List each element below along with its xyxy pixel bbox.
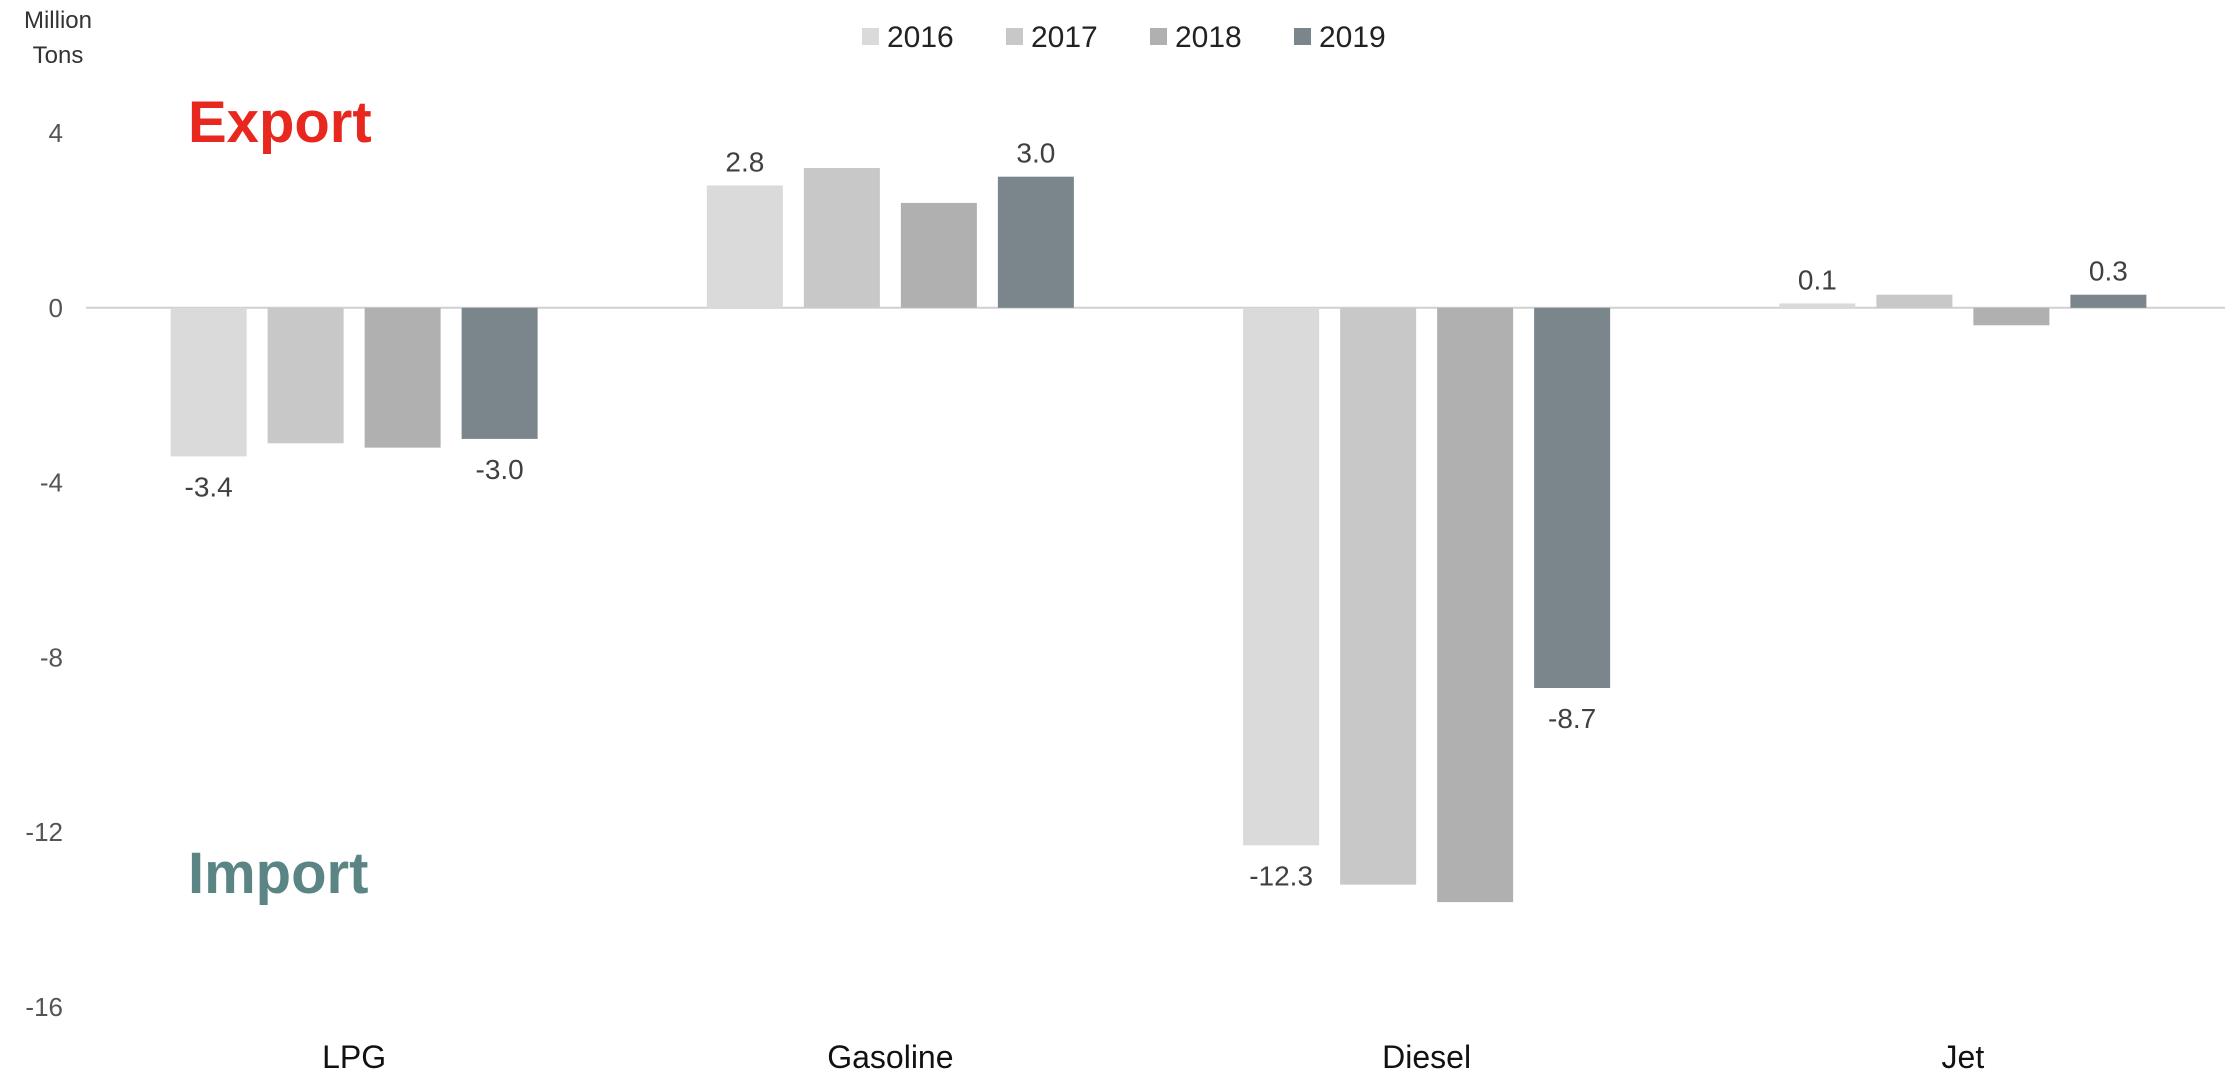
legend-swatch bbox=[1294, 28, 1311, 45]
category-labels: LPG Gasoline Diesel Jet bbox=[322, 1039, 1984, 1074]
category-label-lpg: LPG bbox=[322, 1039, 386, 1074]
data-label: -3.4 bbox=[185, 471, 233, 502]
legend-swatch bbox=[1150, 28, 1167, 45]
bar-2018-jet bbox=[1973, 307, 2050, 326]
y-tick-label: -8 bbox=[40, 642, 63, 672]
data-label: 2.8 bbox=[725, 146, 764, 177]
bar-2017-diesel bbox=[1340, 307, 1417, 885]
data-label: -12.3 bbox=[1249, 860, 1313, 891]
legend-label: 2017 bbox=[1031, 21, 1098, 54]
legend: 2016 2017 2018 2019 bbox=[862, 21, 1386, 54]
data-label: 0.1 bbox=[1798, 264, 1837, 295]
bar-2019-jet bbox=[2070, 294, 2147, 308]
data-labels: -3.4 -3.0 2.8 3.0 -12.3 -8.7 0.1 0.3 bbox=[185, 138, 2128, 892]
legend-item-2018: 2018 bbox=[1150, 21, 1242, 54]
legend-label: 2019 bbox=[1319, 21, 1386, 54]
data-label: -8.7 bbox=[1548, 703, 1596, 734]
legend-item-2019: 2019 bbox=[1294, 21, 1386, 54]
bar-2017-jet bbox=[1876, 294, 1953, 308]
bar-2018-gasoline bbox=[900, 202, 977, 308]
y-tick-label: -4 bbox=[40, 468, 63, 498]
bar-2019-diesel bbox=[1534, 307, 1611, 688]
category-label-diesel: Diesel bbox=[1382, 1039, 1471, 1074]
unit-label: Million Tons bbox=[24, 7, 92, 69]
data-label: -3.0 bbox=[476, 454, 524, 485]
bar-2019-gasoline bbox=[997, 176, 1074, 308]
data-label: 0.3 bbox=[2089, 256, 2128, 287]
legend-item-2016: 2016 bbox=[862, 21, 954, 54]
legend-label: 2018 bbox=[1175, 21, 1242, 54]
legend-label: 2016 bbox=[887, 21, 954, 54]
export-annotation: Export bbox=[188, 90, 372, 155]
legend-item-2017: 2017 bbox=[1006, 21, 1098, 54]
bar-2016-lpg bbox=[170, 307, 247, 457]
unit-label-line-1: Million bbox=[24, 7, 92, 34]
bar-2017-lpg bbox=[267, 307, 344, 444]
bar-2016-jet bbox=[1779, 303, 1856, 308]
bar-2017-gasoline bbox=[803, 167, 880, 308]
y-tick-label: 0 bbox=[49, 293, 63, 323]
import-annotation: Import bbox=[188, 841, 368, 906]
legend-swatch bbox=[862, 28, 879, 45]
unit-label-line-2: Tons bbox=[33, 42, 84, 69]
bar-2019-lpg bbox=[461, 307, 538, 439]
bar-2018-diesel bbox=[1437, 307, 1514, 903]
category-label-gasoline: Gasoline bbox=[827, 1039, 953, 1074]
bar-2016-gasoline bbox=[706, 185, 783, 308]
y-tick-label: 4 bbox=[49, 118, 63, 148]
bar-2018-lpg bbox=[364, 307, 441, 448]
y-tick-label: -12 bbox=[25, 817, 63, 847]
category-label-jet: Jet bbox=[1942, 1039, 1985, 1074]
y-tick-label: -16 bbox=[25, 992, 63, 1022]
bars bbox=[170, 167, 2147, 903]
legend-swatch bbox=[1006, 28, 1023, 45]
y-axis-ticks: 4 0 -4 -8 -12 -16 bbox=[25, 118, 63, 1022]
bar-2016-diesel bbox=[1243, 307, 1320, 846]
data-label: 3.0 bbox=[1016, 138, 1055, 169]
